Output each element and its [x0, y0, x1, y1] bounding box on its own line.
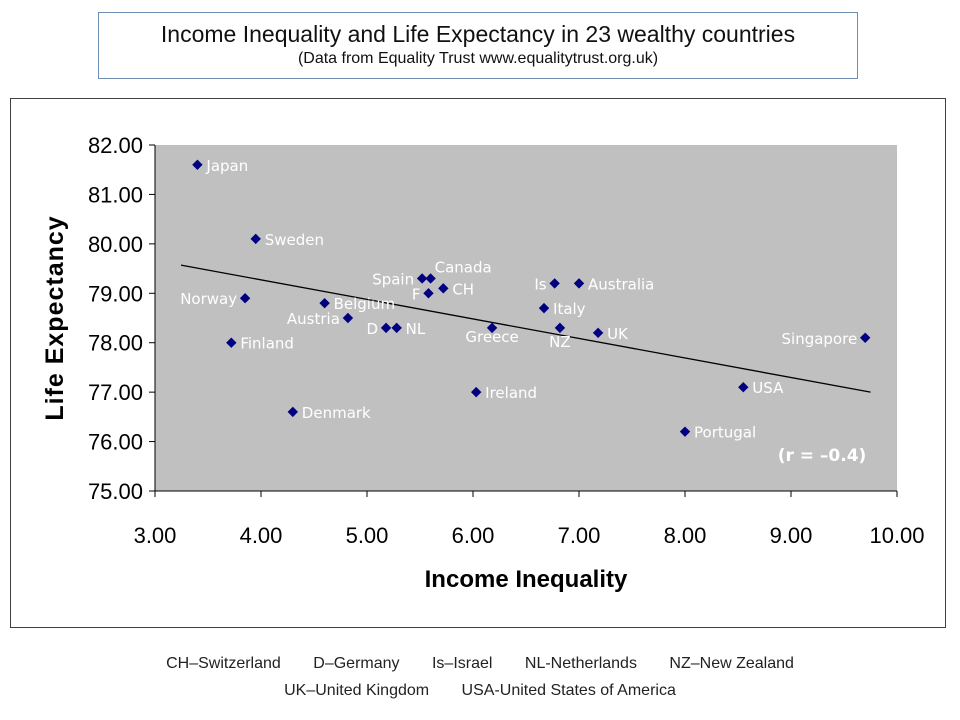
- y-tick-label: 81.00: [88, 182, 143, 207]
- x-tick-label: 6.00: [452, 523, 495, 548]
- x-tick-label: 4.00: [240, 523, 283, 548]
- point-label-australia: Australia: [588, 275, 654, 293]
- x-tick-label: 10.00: [869, 523, 924, 548]
- point-label-nl: NL: [406, 320, 426, 338]
- data-point-italy: [538, 302, 550, 314]
- point-label-singapore: Singapore: [782, 330, 858, 348]
- point-label-is: Is: [534, 275, 546, 293]
- y-tick-label: 82.00: [88, 133, 143, 158]
- point-label-canada: Canada: [435, 258, 492, 276]
- point-label-italy: Italy: [553, 300, 586, 318]
- point-label-belgium: Belgium: [334, 295, 396, 313]
- chart-subtitle: (Data from Equality Trust www.equalitytr…: [297, 50, 659, 67]
- plot-area: [155, 145, 897, 491]
- footer-abbrev-ch: CH–Switzerland: [166, 655, 281, 672]
- data-point-is: [549, 278, 560, 289]
- correlation-annotation: (r = –0.4): [778, 446, 867, 466]
- point-label-f: F: [412, 285, 421, 303]
- x-tick-label: 8.00: [664, 523, 707, 548]
- point-label-austria: Austria: [287, 310, 340, 328]
- point-label-sweden: Sweden: [265, 231, 324, 249]
- point-label-finland: Finland: [240, 335, 294, 353]
- x-tick-label: 3.00: [134, 523, 177, 548]
- data-point-australia: [573, 278, 585, 289]
- footer-abbrev-d: D–Germany: [313, 655, 400, 672]
- point-label-portugal: Portugal: [694, 424, 756, 442]
- point-label-norway: Norway: [180, 290, 237, 308]
- point-label-nz: NZ: [549, 333, 571, 351]
- y-tick-label: 75.00: [88, 479, 143, 504]
- data-point-canada: [425, 273, 436, 284]
- data-point-ireland: [470, 386, 482, 398]
- footer-abbrev-usa: USA-United States of America: [461, 682, 676, 699]
- data-point-usa: [738, 381, 749, 393]
- x-tick-label: 9.00: [770, 523, 813, 548]
- footer-legend-line-2: UK–United Kingdom USA-United States of A…: [0, 682, 960, 700]
- point-label-japan: Japan: [205, 157, 248, 175]
- data-point-d: [380, 322, 392, 334]
- data-point-japan: [192, 159, 203, 170]
- point-label-spain: Spain: [372, 270, 414, 288]
- x-tick-label: 7.00: [558, 523, 601, 548]
- point-label-greece: Greece: [465, 328, 518, 346]
- y-tick-label: 80.00: [88, 232, 143, 257]
- data-point-norway: [239, 293, 251, 304]
- footer-abbrev-is: Is–Israel: [431, 655, 493, 672]
- footer-abbrev-uk: UK–United Kingdom: [284, 682, 430, 699]
- point-label-ch: CH: [452, 280, 474, 298]
- data-point-sweden: [250, 233, 261, 245]
- data-point-singapore: [859, 332, 871, 343]
- y-tick-label: 78.00: [88, 331, 143, 356]
- chart-title-box: Income Inequality and Life Expectancy in…: [98, 12, 858, 79]
- trendline: [180, 264, 871, 393]
- data-point-belgium: [319, 297, 330, 309]
- data-point-portugal: [679, 426, 691, 437]
- data-point-f: [423, 288, 434, 299]
- y-tick-label: 79.00: [88, 281, 143, 306]
- chart-title: Income Inequality and Life Expectancy in…: [160, 21, 796, 47]
- y-tick-label: 77.00: [88, 380, 143, 405]
- footer-legend-line-1: CH–Switzerland D–Germany Is–Israel NL-Ne…: [0, 655, 960, 673]
- y-axis-title: Life Expectancy: [41, 215, 69, 420]
- data-point-greece: [486, 322, 498, 334]
- data-point-finland: [226, 337, 237, 348]
- data-point-uk: [592, 327, 604, 339]
- data-point-denmark: [287, 406, 299, 418]
- data-point-austria: [342, 312, 354, 324]
- data-point-spain: [416, 273, 428, 284]
- data-point-nl: [391, 322, 402, 334]
- y-tick-label: 76.00: [88, 430, 143, 455]
- x-tick-label: 5.00: [346, 523, 389, 548]
- x-axis-title: Income Inequality: [425, 566, 628, 593]
- footer-abbrev-nz: NZ–New Zealand: [669, 655, 794, 672]
- point-label-uk: UK: [607, 325, 629, 343]
- data-point-ch: [438, 283, 449, 294]
- point-label-denmark: Denmark: [302, 404, 371, 422]
- footer-abbrev-nl: NL-Netherlands: [524, 655, 637, 672]
- point-label-usa: USA: [752, 379, 784, 397]
- data-point-nz: [554, 322, 566, 334]
- point-label-d: D: [367, 320, 379, 338]
- point-label-ireland: Ireland: [485, 384, 537, 402]
